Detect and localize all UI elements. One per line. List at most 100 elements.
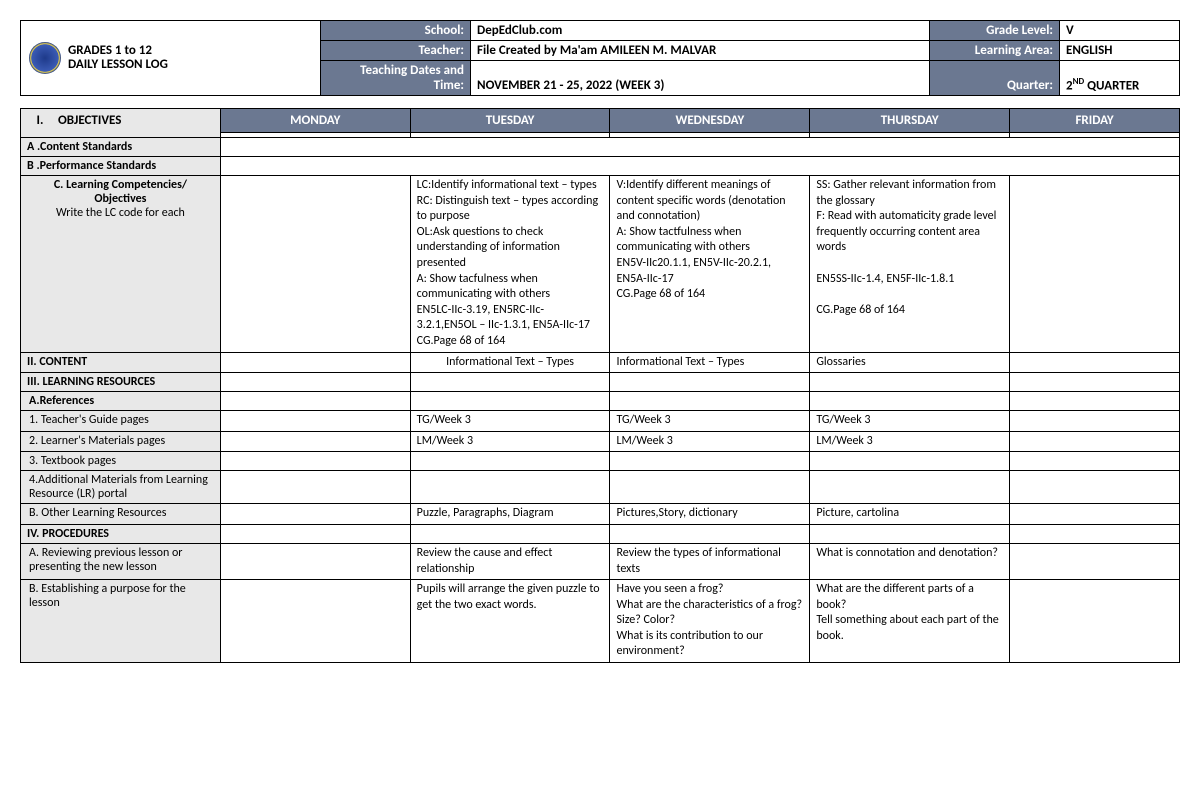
cell-mon-proc [220, 524, 410, 543]
cell-mon-purpose [220, 580, 410, 663]
cell-fri-lm [1010, 431, 1180, 452]
cell-tue-res [410, 373, 610, 392]
roman-i: I. [25, 113, 55, 128]
cell-wed-lc: V:Identify different meanings of content… [610, 176, 810, 353]
row-review: A. Reviewing previous lesson or presenti… [21, 543, 221, 579]
cell-mon-res [220, 373, 410, 392]
cell-tue-purpose: Pupils will arrange the given puzzle to … [410, 580, 610, 663]
cell-mon-refs [220, 392, 410, 411]
cell-tue-other: Puzzle, Paragraphs, Diagram [410, 504, 610, 525]
cell-tue-lc: LC:Identify informational text – types R… [410, 176, 610, 353]
cell-mon-lm [220, 431, 410, 452]
row-purpose: B. Establishing a purpose for the lesson [21, 580, 221, 663]
row-lc: C. Learning Competencies/ Objectives Wri… [21, 176, 221, 353]
cell-fri-proc [1010, 524, 1180, 543]
quarter-pre: 2 [1066, 78, 1073, 93]
value-area: ENGLISH [1060, 41, 1180, 61]
cell-mon-content [220, 352, 410, 373]
lesson-log-page: GRADES 1 to 12 DAILY LESSON LOG School: … [20, 20, 1180, 663]
cell-tue-lm: LM/Week 3 [410, 431, 610, 452]
lesson-grid: I. OBJECTIVES MONDAY TUESDAY WEDNESDAY T… [20, 108, 1180, 663]
lc-line1: C. Learning Competencies/ [27, 178, 214, 192]
cell-tue-tb [410, 452, 610, 471]
row-tb: 3. Textbook pages [21, 452, 221, 471]
row-resources: III. LEARNING RESOURCES [21, 373, 221, 392]
cell-wed-refs [610, 392, 810, 411]
row-proc: IV. PROCEDURES [21, 524, 221, 543]
row-content: II. CONTENT [21, 352, 221, 373]
col-wednesday: WEDNESDAY [610, 109, 810, 133]
label-dates: Teaching Dates and Time: [321, 61, 471, 96]
cell-thu-other: Picture, cartolina [810, 504, 1010, 525]
cell-mon-lc [220, 176, 410, 353]
cell-thu-lm: LM/Week 3 [810, 431, 1010, 452]
value-school: DepEdClub.com [471, 21, 930, 41]
cell-tue-lr [410, 471, 610, 504]
row-content-std: A .Content Standards [21, 138, 221, 157]
cell-fri-review [1010, 543, 1180, 579]
lc-line3: Write the LC code for each [27, 206, 214, 220]
cell-thu-review: What is connotation and denotation? [810, 543, 1010, 579]
cell-wed-res [610, 373, 810, 392]
cell-thu-proc [810, 524, 1010, 543]
cell-tue-review: Review the cause and effect relationship [410, 543, 610, 579]
col-monday: MONDAY [220, 109, 410, 133]
cell-wed-tg: TG/Week 3 [610, 411, 810, 432]
cell-fri-other [1010, 504, 1180, 525]
cell-thu-content: Glossaries [810, 352, 1010, 373]
cell-wed-lm: LM/Week 3 [610, 431, 810, 452]
row-objectives-header: I. OBJECTIVES [21, 109, 221, 138]
cell-wed-lr [610, 471, 810, 504]
header-table: GRADES 1 to 12 DAILY LESSON LOG School: … [20, 20, 1180, 96]
row-refs: A.References [21, 392, 221, 411]
cell-thu-tb [810, 452, 1010, 471]
title-cell: GRADES 1 to 12 DAILY LESSON LOG [21, 21, 321, 96]
col-thursday: THURSDAY [810, 109, 1010, 133]
row-lr: 4.Additional Materials from Learning Res… [21, 471, 221, 504]
row-lm: 2. Learner's Materials pages [21, 431, 221, 452]
cell-tue-content: Informational Text – Types [410, 352, 610, 373]
quarter-sup: ND [1073, 76, 1085, 87]
cell-thu-res [810, 373, 1010, 392]
title-line1: GRADES 1 to 12 [68, 43, 152, 58]
cell-thu-purpose: What are the different parts of a book? … [810, 580, 1010, 663]
cell-content-std [220, 138, 1179, 157]
cell-wed-review: Review the types of informational texts [610, 543, 810, 579]
cell-fri-purpose [1010, 580, 1180, 663]
label-teacher: Teacher: [321, 41, 471, 61]
cell-tue-proc [410, 524, 610, 543]
value-dates: NOVEMBER 21 - 25, 2022 (WEEK 3) [471, 61, 930, 96]
label-quarter: Quarter: [930, 61, 1060, 96]
cell-wed-purpose: Have you seen a frog? What are the chara… [610, 580, 810, 663]
value-grade: V [1060, 21, 1180, 41]
col-tuesday: TUESDAY [410, 109, 610, 133]
label-school: School: [321, 21, 471, 41]
cell-thu-lr [810, 471, 1010, 504]
cell-fri-tb [1010, 452, 1180, 471]
cell-wed-tb [610, 452, 810, 471]
value-teacher: File Created by Ma'am AMILEEN M. MALVAR [471, 41, 930, 61]
cell-fri-tg [1010, 411, 1180, 432]
cell-mon-review [220, 543, 410, 579]
objectives-label: OBJECTIVES [58, 113, 121, 128]
title-line2: DAILY LESSON LOG [68, 57, 168, 72]
row-other: B. Other Learning Resources [21, 504, 221, 525]
label-area: Learning Area: [930, 41, 1060, 61]
row-tg: 1. Teacher's Guide pages [21, 411, 221, 432]
quarter-post: QUARTER [1084, 78, 1139, 93]
row-perf-std: B .Performance Standards [21, 157, 221, 176]
cell-fri-content [1010, 352, 1180, 373]
cell-fri-lr [1010, 471, 1180, 504]
cell-wed-proc [610, 524, 810, 543]
label-grade: Grade Level: [930, 21, 1060, 41]
cell-thu-tg: TG/Week 3 [810, 411, 1010, 432]
lc-line2: Objectives [27, 192, 214, 206]
cell-tue-tg: TG/Week 3 [410, 411, 610, 432]
cell-fri-refs [1010, 392, 1180, 411]
cell-mon-other [220, 504, 410, 525]
cell-wed-other: Pictures,Story, dictionary [610, 504, 810, 525]
cell-thu-refs [810, 392, 1010, 411]
cell-thu-lc: SS: Gather relevant information from the… [810, 176, 1010, 353]
cell-mon-tb [220, 452, 410, 471]
value-quarter: 2ND QUARTER [1060, 61, 1180, 96]
